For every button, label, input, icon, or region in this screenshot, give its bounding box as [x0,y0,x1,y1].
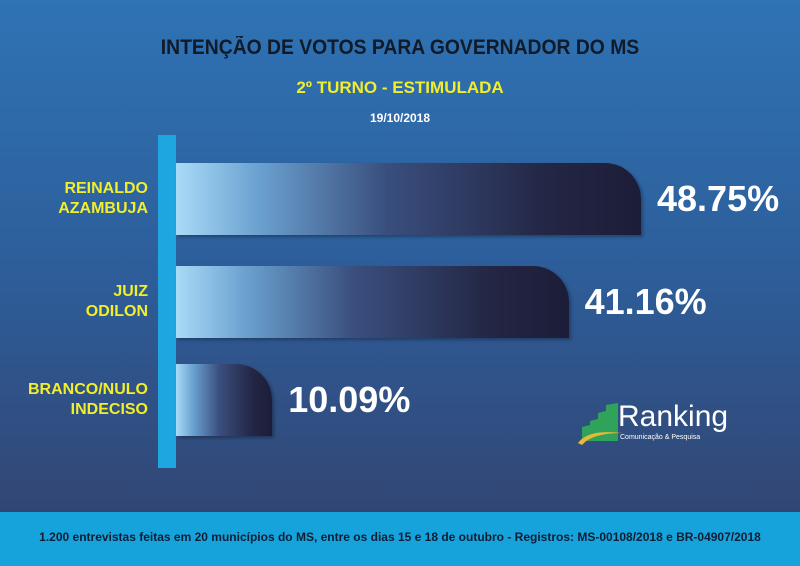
chart-subtitle: 2º TURNO - ESTIMULADA [296,78,504,97]
ranking-logo-icon [578,403,622,445]
category-label-line: REINALDO [64,180,148,197]
data-label: 10.09% [288,379,411,420]
footer-note: 1.200 entrevistas feitas em 20 município… [39,530,761,544]
bar-2 [176,364,273,436]
data-label: 48.75% [657,178,780,219]
y-axis-bar [158,135,176,468]
ranking-logo: Ranking Comunicação & Pesquisa [578,400,728,450]
category-label-line: BRANCO/NULO [28,381,148,398]
logo-tagline: Comunicação & Pesquisa [620,434,701,441]
chart-date: 19/10/2018 [369,111,431,125]
category-label-line: JUIZ [113,283,148,300]
category-label: JUIZ ODILON [86,282,148,322]
category-label-line: ODILON [85,303,148,320]
bar-0 [176,163,641,235]
bar-1 [176,266,569,338]
footer-band: 1.200 entrevistas feitas em 20 município… [0,512,800,566]
logo-name: Ranking [618,400,729,433]
category-label: REINALDO AZAMBUJA [58,179,148,219]
chart-title: INTENÇÃO DE VOTOS PARA GOVERNADOR DO MS [160,36,640,59]
category-label-line: AZAMBUJA [58,200,148,217]
data-label: 41.16% [584,281,707,322]
category-label-line: INDECISO [70,401,148,418]
category-label: BRANCO/NULO INDECISO [28,380,148,420]
